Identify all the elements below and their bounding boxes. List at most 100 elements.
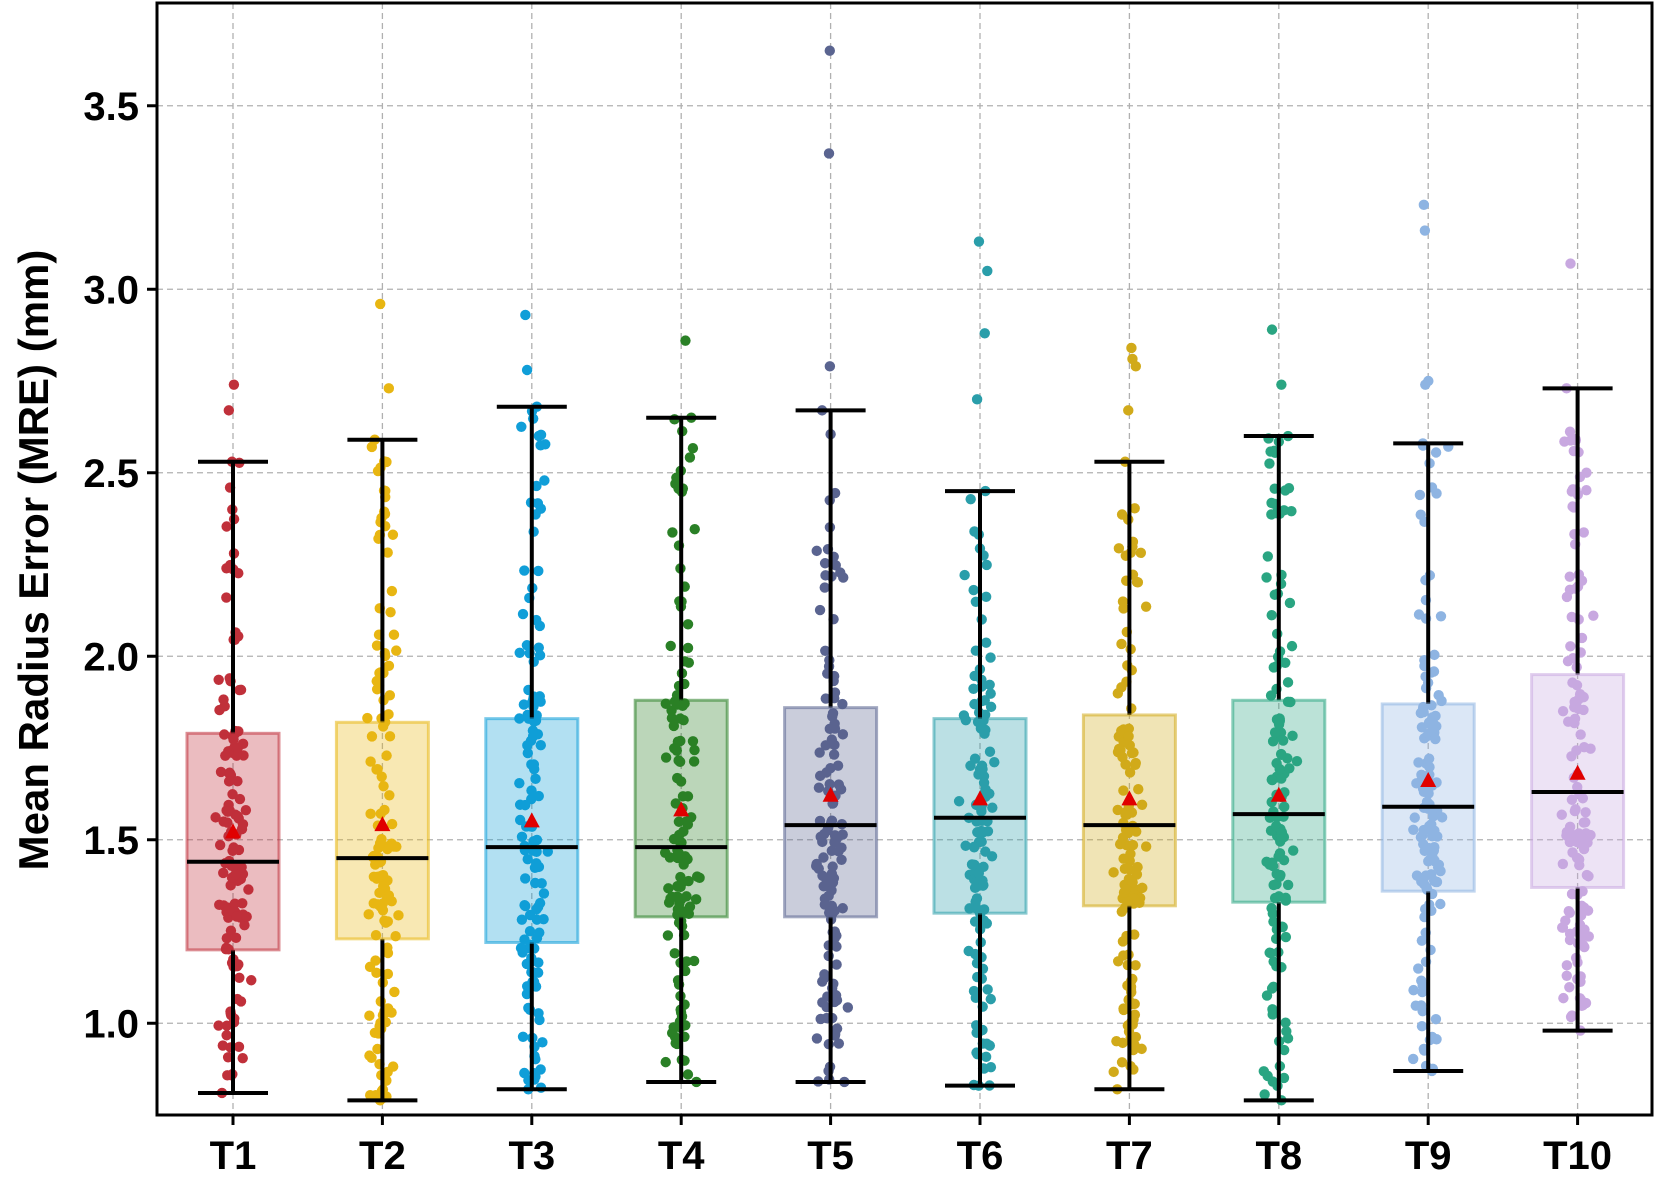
y-axis-title: Mean Radius Error (MRE) (mm) xyxy=(10,250,57,871)
data-point xyxy=(383,660,395,672)
data-point xyxy=(688,756,700,767)
data-point xyxy=(811,545,822,557)
data-point xyxy=(524,926,536,937)
data-point xyxy=(818,852,829,863)
data-point xyxy=(243,884,254,895)
data-point xyxy=(366,1052,377,1064)
data-point xyxy=(387,529,399,540)
data-point xyxy=(811,1033,823,1044)
data-point xyxy=(375,870,387,882)
data-point xyxy=(1282,1033,1294,1044)
data-point xyxy=(1268,916,1279,927)
data-point xyxy=(1269,727,1281,738)
outlier-point xyxy=(1276,379,1287,390)
data-point xyxy=(1284,763,1295,774)
data-point xyxy=(1266,774,1277,785)
data-point xyxy=(536,878,547,889)
data-point xyxy=(521,640,533,651)
y-tick-label: 1.5 xyxy=(83,819,139,863)
outlier-point xyxy=(521,364,533,376)
box-iqr xyxy=(1530,673,1626,889)
data-point xyxy=(1267,1004,1278,1015)
data-point xyxy=(836,854,847,865)
data-point xyxy=(231,911,242,922)
data-point xyxy=(985,993,996,1005)
data-point xyxy=(222,1052,234,1063)
data-point xyxy=(364,1010,375,1021)
data-point xyxy=(953,796,965,807)
data-point xyxy=(374,887,385,899)
jitter-points xyxy=(210,45,1599,1106)
data-point xyxy=(1136,799,1148,810)
data-point xyxy=(1268,662,1279,673)
data-point xyxy=(516,831,528,842)
data-point xyxy=(535,1064,546,1075)
data-point xyxy=(366,731,378,742)
data-point xyxy=(1259,1089,1270,1100)
data-point xyxy=(1127,839,1139,851)
data-point xyxy=(1123,731,1134,742)
data-point xyxy=(391,645,402,656)
data-point xyxy=(968,985,980,997)
data-point xyxy=(232,776,243,787)
data-point xyxy=(1140,841,1152,852)
data-point xyxy=(819,582,830,593)
data-point xyxy=(393,910,404,921)
data-point xyxy=(526,785,537,796)
data-point xyxy=(665,640,676,652)
data-point xyxy=(1413,757,1424,768)
data-point xyxy=(1274,871,1286,882)
data-point xyxy=(1417,980,1428,991)
data-point xyxy=(537,1037,548,1048)
data-point xyxy=(681,891,692,902)
data-point xyxy=(519,799,531,811)
data-point xyxy=(233,1041,245,1053)
data-point xyxy=(389,986,400,998)
data-point xyxy=(1118,785,1129,796)
data-point xyxy=(388,629,400,640)
data-point xyxy=(670,798,681,809)
data-point xyxy=(220,750,231,761)
data-point xyxy=(1429,842,1440,853)
data-point xyxy=(1416,935,1428,946)
data-point xyxy=(963,945,974,957)
data-point xyxy=(1578,926,1589,938)
data-point xyxy=(671,852,683,863)
data-point xyxy=(1129,503,1140,514)
data-point xyxy=(535,740,546,751)
data-point xyxy=(660,1056,671,1068)
data-point xyxy=(1429,649,1440,661)
data-point xyxy=(1430,733,1441,745)
data-point xyxy=(1261,572,1272,583)
data-point xyxy=(1416,876,1427,887)
data-point xyxy=(959,569,970,581)
data-point xyxy=(221,592,232,603)
data-point xyxy=(1413,963,1424,974)
data-point xyxy=(240,804,252,816)
data-point xyxy=(246,975,257,986)
data-point xyxy=(371,684,383,695)
plot-frame xyxy=(155,1,1654,1117)
data-point xyxy=(1564,571,1575,582)
data-point xyxy=(1278,831,1290,843)
data-point xyxy=(673,816,685,827)
data-point xyxy=(528,763,540,775)
data-point xyxy=(1288,845,1299,856)
outlier-point xyxy=(824,361,836,372)
x-tick-label: T2 xyxy=(359,1134,406,1178)
x-tick-label: T7 xyxy=(1106,1134,1153,1178)
data-point xyxy=(684,452,696,463)
data-point xyxy=(378,780,389,792)
data-point xyxy=(514,647,525,658)
data-point xyxy=(814,747,825,758)
outlier-point xyxy=(1418,199,1430,211)
data-point xyxy=(831,941,842,952)
data-point xyxy=(673,755,684,766)
data-point xyxy=(668,720,680,732)
data-point xyxy=(228,734,239,745)
data-point xyxy=(832,760,844,771)
data-point xyxy=(1273,719,1285,730)
data-point xyxy=(1409,812,1420,823)
data-point xyxy=(1278,1044,1290,1056)
data-point xyxy=(672,772,683,784)
